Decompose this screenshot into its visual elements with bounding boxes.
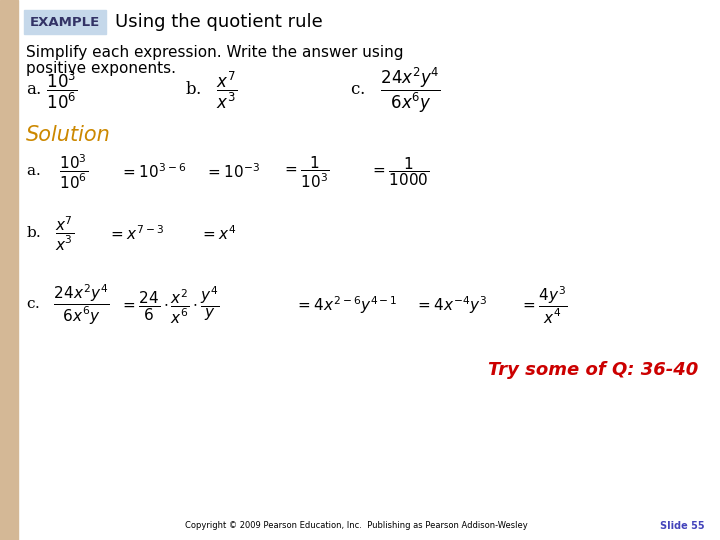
Text: $= 4x^{-4}y^3$: $= 4x^{-4}y^3$ <box>415 294 487 316</box>
Text: Solution: Solution <box>26 125 111 145</box>
Text: $= \dfrac{1}{10^3}$: $= \dfrac{1}{10^3}$ <box>282 154 330 190</box>
Text: Copyright © 2009 Pearson Education, Inc.  Publishing as Pearson Addison-Wesley: Copyright © 2009 Pearson Education, Inc.… <box>185 522 528 530</box>
Text: $= x^4$: $= x^4$ <box>200 225 237 244</box>
Text: $= 10^{-3}$: $= 10^{-3}$ <box>205 163 260 181</box>
Bar <box>0 0 18 540</box>
Text: positive exponents.: positive exponents. <box>26 60 176 76</box>
Bar <box>24 10 106 34</box>
Text: a. $\dfrac{10^3}{10^6}$: a. $\dfrac{10^3}{10^6}$ <box>26 69 78 111</box>
Text: Simplify each expression. Write the answer using: Simplify each expression. Write the answ… <box>26 44 403 59</box>
Text: EXAMPLE: EXAMPLE <box>30 16 100 29</box>
Text: c.   $\dfrac{24x^2y^4}{6x^6y}$: c. $\dfrac{24x^2y^4}{6x^6y}$ <box>26 283 109 327</box>
Text: Try some of Q: 36-40: Try some of Q: 36-40 <box>487 361 698 379</box>
Text: b.   $\dfrac{x^7}{x^3}$: b. $\dfrac{x^7}{x^3}$ <box>26 215 74 253</box>
Text: a.    $\dfrac{10^3}{10^6}$: a. $\dfrac{10^3}{10^6}$ <box>26 153 88 191</box>
Text: $= \dfrac{4y^3}{x^4}$: $= \dfrac{4y^3}{x^4}$ <box>520 285 567 326</box>
Text: Slide 55: Slide 55 <box>660 521 705 531</box>
Text: b.   $\dfrac{x^7}{x^3}$: b. $\dfrac{x^7}{x^3}$ <box>185 69 238 111</box>
Text: $= \dfrac{24}{6} \cdot \dfrac{x^2}{x^6} \cdot \dfrac{y^4}{y}$: $= \dfrac{24}{6} \cdot \dfrac{x^2}{x^6} … <box>120 285 220 326</box>
Text: $= 10^{3-6}$: $= 10^{3-6}$ <box>120 163 186 181</box>
Text: c.   $\dfrac{24x^2y^4}{6x^6y}$: c. $\dfrac{24x^2y^4}{6x^6y}$ <box>350 65 441 114</box>
Text: $= \dfrac{1}{1000}$: $= \dfrac{1}{1000}$ <box>370 156 430 188</box>
Text: Using the quotient rule: Using the quotient rule <box>115 13 323 31</box>
Text: $= 4x^{2-6}y^{4-1}$: $= 4x^{2-6}y^{4-1}$ <box>295 294 397 316</box>
Text: $= x^{7-3}$: $= x^{7-3}$ <box>108 225 164 244</box>
